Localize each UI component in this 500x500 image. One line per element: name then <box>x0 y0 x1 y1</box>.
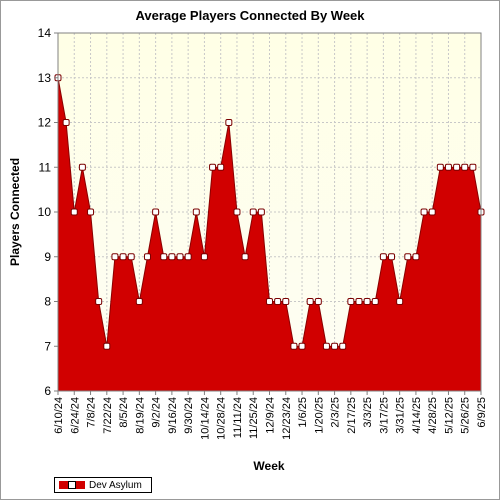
data-point <box>78 163 86 171</box>
data-point <box>453 163 461 171</box>
data-point <box>331 342 339 350</box>
data-point <box>314 298 322 305</box>
x-tick-label: 9/16/24 <box>167 397 179 434</box>
y-tick-label: 8 <box>44 295 51 309</box>
data-point <box>200 253 208 261</box>
data-point <box>355 298 363 305</box>
x-tick-label: 2/3/25 <box>330 397 342 428</box>
data-point <box>103 342 111 350</box>
data-point <box>160 253 168 261</box>
x-tick-label: 5/26/25 <box>460 397 472 434</box>
data-point <box>87 208 95 216</box>
data-point <box>233 208 241 216</box>
y-tick-label: 12 <box>38 116 52 130</box>
data-point <box>298 342 306 350</box>
data-point <box>322 342 330 350</box>
y-tick-label: 13 <box>38 71 52 85</box>
data-point <box>249 208 257 216</box>
x-axis-label: Week <box>253 459 284 473</box>
x-tick-label: 10/28/24 <box>216 397 228 440</box>
data-point <box>127 253 135 261</box>
data-point <box>444 163 452 171</box>
data-point <box>404 253 412 261</box>
data-point <box>266 298 273 305</box>
y-tick-label: 11 <box>39 160 52 174</box>
data-point <box>176 253 184 261</box>
x-tick-label: 1/20/25 <box>313 397 325 434</box>
x-tick-label: 10/14/24 <box>199 397 211 440</box>
data-point <box>469 163 477 171</box>
x-tick-label: 4/28/25 <box>427 397 439 434</box>
data-point <box>274 298 282 305</box>
x-tick-label: 3/31/25 <box>395 397 407 434</box>
data-point <box>282 298 290 305</box>
x-tick-label: 1/6/25 <box>297 397 309 428</box>
data-point <box>371 298 379 305</box>
legend: Dev Asylum <box>54 477 152 493</box>
data-point <box>257 208 265 216</box>
x-tick-label: 3/17/25 <box>378 397 390 434</box>
chart-title: Average Players Connected By Week <box>135 8 365 23</box>
x-tick-label: 6/10/24 <box>53 397 65 434</box>
data-point <box>388 253 396 261</box>
x-tick-label: 4/14/25 <box>411 397 423 434</box>
y-tick-label: 10 <box>38 205 52 219</box>
data-point <box>192 208 200 216</box>
x-tick-label: 11/25/24 <box>248 397 260 439</box>
data-point <box>306 298 314 305</box>
legend-marker <box>68 481 76 489</box>
data-point <box>70 208 78 216</box>
data-point <box>241 253 249 261</box>
data-point <box>168 253 176 261</box>
data-point <box>135 298 143 305</box>
data-point <box>217 163 225 171</box>
data-point <box>412 253 420 261</box>
data-point <box>436 163 444 171</box>
legend-swatch <box>59 481 85 489</box>
legend-label: Dev Asylum <box>89 479 142 491</box>
data-point <box>347 298 355 305</box>
data-point <box>290 342 298 350</box>
x-tick-label: 11/11/24 <box>232 397 244 438</box>
data-point <box>152 208 160 216</box>
data-point <box>461 163 469 171</box>
x-tick-label: 12/23/24 <box>281 397 293 440</box>
y-tick-label: 7 <box>44 339 51 353</box>
x-tick-label: 2/17/25 <box>346 397 358 434</box>
x-tick-label: 8/5/24 <box>118 397 130 428</box>
x-tick-label: 7/22/24 <box>102 397 114 434</box>
y-axis: 6 7 8 9 10 11 12 13 14 <box>38 26 58 398</box>
x-tick-label: 9/2/24 <box>151 397 163 428</box>
data-point <box>396 298 404 305</box>
data-point <box>379 253 387 261</box>
y-tick-label: 9 <box>44 250 51 264</box>
data-point <box>209 163 217 171</box>
x-tick-label: 5/12/25 <box>443 397 455 434</box>
data-point <box>119 253 127 261</box>
x-tick-label: 8/19/24 <box>134 397 146 434</box>
data-point <box>143 253 151 261</box>
x-tick-label: 3/3/25 <box>362 397 374 428</box>
x-tick-label: 7/8/24 <box>86 397 98 428</box>
x-axis: 6/10/24 6/24/24 7/8/24 7/22/24 8/5/24 8/19/24… <box>53 391 488 440</box>
data-point <box>111 253 119 261</box>
x-tick-label: 12/9/24 <box>265 397 277 434</box>
data-point <box>420 208 428 216</box>
data-point <box>62 119 70 126</box>
y-tick-label: 14 <box>38 26 52 40</box>
y-tick-label: 6 <box>44 384 51 398</box>
data-point <box>95 298 103 305</box>
x-tick-label: 6/24/24 <box>69 397 81 434</box>
data-point <box>339 342 347 350</box>
data-point <box>363 298 371 305</box>
x-tick-label: 9/30/24 <box>183 397 195 434</box>
data-point <box>225 119 233 126</box>
y-axis-label: Players Connected <box>8 158 22 266</box>
x-tick-label: 6/9/25 <box>476 397 488 428</box>
data-point <box>428 208 436 216</box>
data-point <box>184 253 192 261</box>
